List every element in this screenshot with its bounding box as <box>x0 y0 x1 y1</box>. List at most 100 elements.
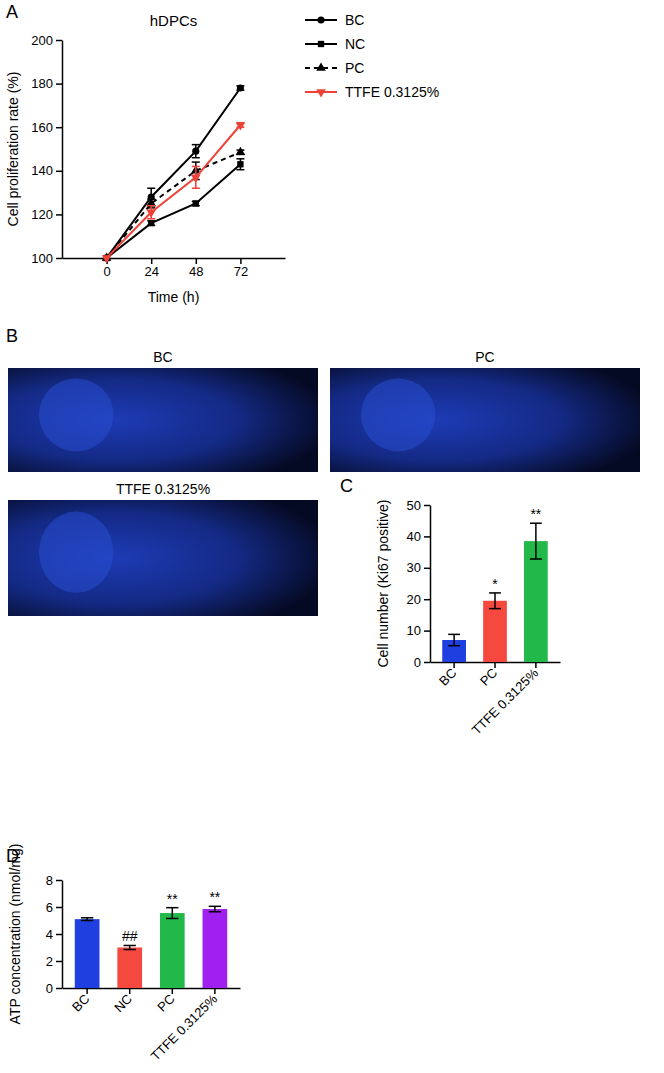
tick-label: 160 <box>31 120 53 135</box>
tick-mark <box>172 988 174 994</box>
legend-item: TTFE 0.3125% <box>305 84 439 100</box>
plot-area <box>75 906 227 988</box>
tick-label: 72 <box>234 264 248 279</box>
tick-label: 2 <box>46 954 53 969</box>
tick-mark <box>56 961 62 963</box>
tick-label: 8 <box>46 873 53 888</box>
tick: 72 <box>234 258 248 279</box>
legend-marker <box>317 16 324 23</box>
error-bar <box>124 945 136 949</box>
legend: BC NC PC TTFE 0.3125% <box>305 12 439 100</box>
marker <box>191 175 201 183</box>
tick-mark <box>453 662 455 668</box>
tick-mark <box>240 258 242 264</box>
series-line <box>107 125 241 258</box>
y-axis-title: Cell number (Ki67 positive) <box>375 499 391 667</box>
tick-mark <box>56 127 62 129</box>
tick-label: BC <box>69 991 92 1014</box>
tick-mark <box>56 907 62 909</box>
tick-mark <box>494 662 496 668</box>
legend-item: PC <box>305 60 364 76</box>
tick-mark <box>151 258 153 264</box>
tick: 0 <box>46 981 62 996</box>
tick: PC <box>477 662 500 689</box>
tick-label: NC <box>111 991 135 1015</box>
tick-label: 0 <box>46 981 53 996</box>
error-bar <box>166 908 178 919</box>
tick: PC <box>154 988 177 1015</box>
tick-label: 50 <box>407 498 421 513</box>
bar <box>203 909 228 988</box>
tick: 50 <box>407 498 430 513</box>
tick-label: BC <box>436 665 459 688</box>
tick: 4 <box>46 927 62 942</box>
tick-mark <box>56 258 62 260</box>
legend-marker <box>318 41 324 47</box>
tick: BC <box>436 662 459 689</box>
error-bar <box>192 166 200 188</box>
tick-mark <box>424 599 430 601</box>
micrograph <box>330 368 640 472</box>
tick: 120 <box>31 207 62 222</box>
chart-title: hDPCs <box>150 12 198 29</box>
error-bar <box>147 206 155 219</box>
legend-marker <box>316 89 326 97</box>
bar <box>483 601 507 662</box>
panel-letter: C <box>340 476 353 496</box>
tick-mark <box>56 934 62 936</box>
micrograph <box>8 500 318 616</box>
image-title: TTFE 0.3125% <box>116 481 210 497</box>
tick-mark <box>129 988 131 994</box>
tick-label: PC <box>154 991 177 1014</box>
tick-label: TTFE 0.3125% <box>469 665 542 738</box>
tick: 40 <box>407 529 430 544</box>
legend-marker <box>316 62 326 70</box>
marker <box>192 148 199 155</box>
bar <box>524 541 548 662</box>
tick-label: 6 <box>46 900 53 915</box>
micrograph-region <box>39 512 113 593</box>
tick-mark <box>424 568 430 570</box>
axis-line <box>63 258 286 260</box>
tick-label: 24 <box>144 264 158 279</box>
legend-label: BC <box>345 12 364 28</box>
tick-mark <box>535 662 537 668</box>
figure: A0244872100120140160180200hDPCsTime (h)C… <box>0 0 664 1073</box>
tick-label: 0 <box>414 655 421 670</box>
panel-letter: A <box>6 2 18 22</box>
tick-mark <box>424 662 430 664</box>
tick-label: 20 <box>407 592 421 607</box>
error-bar <box>530 523 542 559</box>
error-bar <box>192 145 200 158</box>
marker <box>236 147 246 155</box>
bar <box>117 948 142 989</box>
marker <box>236 122 246 130</box>
tick-mark <box>424 505 430 507</box>
tick: TTFE 0.3125% <box>469 662 542 738</box>
significance-label: ** <box>209 889 220 905</box>
image-title: PC <box>475 349 494 365</box>
tick-mark <box>56 83 62 85</box>
tick: 30 <box>407 560 430 575</box>
marker <box>237 84 244 91</box>
legend-label: PC <box>345 60 364 76</box>
error-bar <box>489 593 501 609</box>
error-bar <box>448 634 460 645</box>
marker <box>146 198 156 206</box>
tick: TTFE 0.3125% <box>148 988 221 1064</box>
tick-label: 10 <box>407 623 421 638</box>
significance-label: ## <box>122 928 138 944</box>
tick: NC <box>111 988 135 1015</box>
marker <box>146 209 156 217</box>
tick-mark <box>56 40 62 42</box>
tick-mark <box>56 880 62 882</box>
axis: 0244872 <box>63 258 286 279</box>
significance-label: ** <box>167 891 178 907</box>
error-bar <box>81 918 93 921</box>
legend-label: NC <box>345 36 365 52</box>
axis: 0 2 4 6 8 <box>46 873 63 996</box>
y-axis-title: ATP concentration (nmol/mg) <box>7 844 23 1025</box>
micrograph-region <box>361 378 435 451</box>
plot-area <box>442 523 547 662</box>
tick-label: 48 <box>189 264 203 279</box>
